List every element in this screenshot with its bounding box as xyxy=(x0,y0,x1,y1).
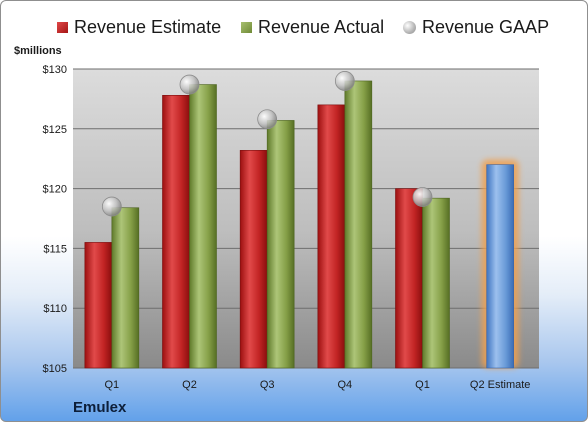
legend-swatch-actual xyxy=(241,22,252,33)
gaap-marker-2 xyxy=(257,109,278,130)
gaap-marker-3 xyxy=(334,71,355,91)
gaap-marker-4 xyxy=(412,187,433,207)
y-tick-label-110: $110 xyxy=(43,303,67,315)
y-tick-label-125: $125 xyxy=(43,124,67,136)
legend-label-estimate: Revenue Estimate xyxy=(74,17,222,37)
bar-actual-0 xyxy=(111,207,140,369)
legend-swatch-estimate xyxy=(57,22,68,33)
legend-label-actual: Revenue Actual xyxy=(258,17,385,37)
legend-item-actual: Revenue Actual xyxy=(241,17,384,38)
x-tick-label-0: Q1 xyxy=(104,379,119,391)
bar-estimate-0 xyxy=(84,242,113,369)
bar-actual-4 xyxy=(422,197,450,369)
bar-actual-3 xyxy=(344,80,373,369)
bar-estimate-1 xyxy=(162,95,190,369)
y-tick-label-115: $115 xyxy=(43,243,67,255)
x-tick-label-3: Q4 xyxy=(337,379,352,391)
bar-estimate-4 xyxy=(395,188,423,369)
bar-estimate-5 xyxy=(486,164,514,369)
plot-area xyxy=(73,69,539,368)
bar-estimate-3 xyxy=(317,104,346,369)
legend-swatch-gaap xyxy=(403,21,416,34)
bar-actual-1 xyxy=(189,84,217,369)
company-name: Emulex xyxy=(73,399,127,416)
gaap-marker-1 xyxy=(179,74,200,95)
x-tick-label-2: Q3 xyxy=(260,379,275,391)
legend-item-gaap: Revenue GAAP xyxy=(403,17,549,38)
y-tick-label-120: $120 xyxy=(43,184,67,196)
y-axis-unit-label: $millions xyxy=(14,45,62,57)
legend-item-estimate: Revenue Estimate xyxy=(57,17,221,38)
y-tick-label-105: $105 xyxy=(43,363,67,375)
legend-label-gaap: Revenue GAAP xyxy=(422,17,550,37)
y-tick-label-130: $130 xyxy=(43,64,67,76)
x-tick-label-4: Q1 xyxy=(415,379,430,391)
gaap-marker-0 xyxy=(101,196,122,217)
bar-estimate-2 xyxy=(239,150,268,369)
x-tick-label-1: Q2 xyxy=(182,379,197,391)
x-tick-label-5: Q2 Estimate xyxy=(470,379,531,391)
bar-actual-2 xyxy=(266,120,295,369)
